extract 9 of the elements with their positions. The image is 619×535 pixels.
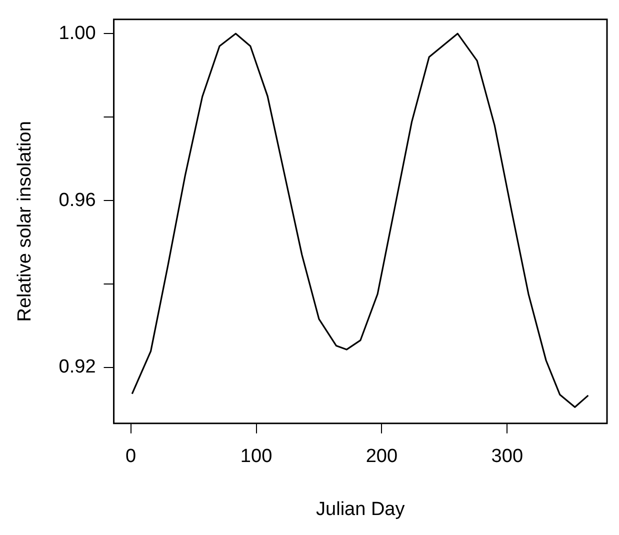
y-tick-label: 0.96 bbox=[58, 190, 96, 211]
x-tick-label: 200 bbox=[366, 446, 398, 468]
y-axis-title: Relative solar insolation bbox=[14, 121, 36, 322]
y-tick-label: 1.00 bbox=[58, 22, 96, 44]
x-tick-label: 0 bbox=[126, 446, 136, 468]
y-tick-label: 0.92 bbox=[58, 356, 96, 378]
x-tick-label: 100 bbox=[240, 446, 272, 468]
x-axis-title: Julian Day bbox=[316, 498, 406, 520]
x-tick-label: 300 bbox=[491, 446, 524, 468]
